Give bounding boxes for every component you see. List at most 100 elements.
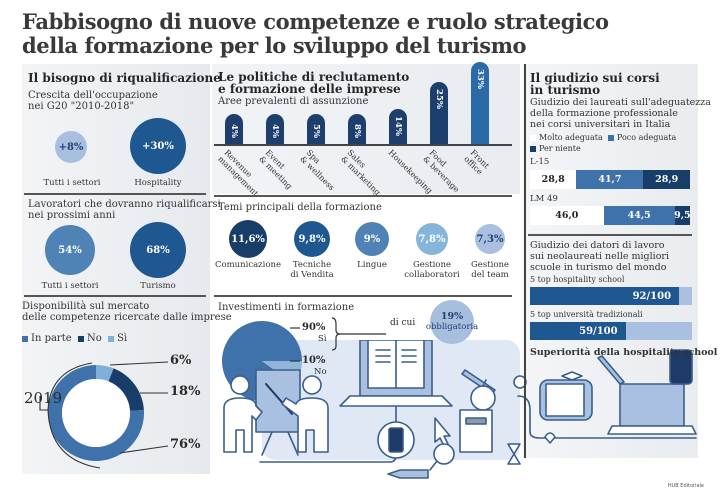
divider <box>214 295 512 297</box>
smartphone-chat-icon <box>377 421 415 459</box>
recruitment-heading-1: Le politiche di reclutamento <box>218 70 410 84</box>
investment-no-value: 10% <box>302 355 326 366</box>
availability-donut-chart <box>39 361 169 469</box>
graduates-subtitle-1: Giudizio dei laureati sull'adeguatezza <box>530 97 711 108</box>
availability-legend: In parte No Sì <box>22 333 127 345</box>
growth-subtitle-1: Crescita dell'occupazione <box>28 90 158 101</box>
employers-subtitle-1: Giudizio dei datori di lavoro <box>530 240 665 251</box>
growth-subtitle-2: nei G20 "2010-2018" <box>28 101 135 112</box>
hiring-bar-value: 4% <box>229 124 239 138</box>
score-label: 5 top hospitality school <box>530 275 625 284</box>
investment-subtitle: Investimenti in formazione <box>218 302 355 313</box>
hourglass-icon <box>507 443 521 465</box>
stack-label-l15: L-15 <box>530 157 550 167</box>
training-label: Lingue <box>357 260 387 270</box>
lightbulb-icon <box>513 375 527 389</box>
education-illustration <box>223 340 697 479</box>
title-line-1: Fabbisogno di nuove competenze e ruolo s… <box>22 9 609 34</box>
hiring-bar-label: Spa & wellness <box>298 148 337 193</box>
reskill-label-all: Tutti i settori <box>41 281 99 291</box>
middle-panel <box>212 64 520 194</box>
mandatory-label: obbligatoria <box>425 322 479 332</box>
legend-molto: Molto adeguata <box>539 133 603 142</box>
growth-bubble-hospitality: +30% <box>130 118 186 174</box>
heart-icon <box>544 432 556 444</box>
hiring-bar: 8% <box>348 114 366 144</box>
stack-segment-per-niente: 9,5 <box>674 206 691 225</box>
legend-si: Sì <box>117 333 128 344</box>
stack-label-lm49: LM 49 <box>530 194 558 204</box>
stack-segment-poco-adeguata: 41,7 <box>576 170 644 189</box>
reskill-value-all: 54% <box>58 244 82 256</box>
donut-label-in-parte: 76% <box>170 437 201 452</box>
training-label: Comunicazione <box>215 260 281 270</box>
recruitment-heading-2: e formazione delle imprese <box>218 82 401 96</box>
reskill-value-tourism: 68% <box>146 244 170 256</box>
legend-swatch-in-parte <box>22 335 28 342</box>
legend-swatch-no <box>78 335 85 342</box>
investment-yes-value: 90% <box>302 322 326 333</box>
growth-label-all: Tutti i settori <box>43 178 101 188</box>
divider <box>24 295 206 297</box>
title-line-2: della formazione per lo sviluppo del tur… <box>22 33 527 58</box>
training-label: Gestione del team <box>471 260 509 280</box>
stack-segment-molto-adeguata: 28,8 <box>530 170 577 189</box>
donut-leader-line <box>109 361 169 366</box>
growth-value-all: +8% <box>58 141 84 153</box>
magnifier-icon <box>429 443 455 471</box>
graduates-legend: Molto adeguata Poco adeguata <box>530 132 676 144</box>
growth-bubble-all: +8% <box>55 131 87 163</box>
divider <box>214 195 512 197</box>
mandatory-bubble: 19% obbligatoria <box>426 300 478 344</box>
donut-label-no: 18% <box>170 384 201 399</box>
hiring-bar: 4% <box>266 114 284 144</box>
training-bubble: 11,6% <box>229 220 267 258</box>
hiring-subtitle: Aree prevalenti di assunzione <box>218 96 369 107</box>
reskill-subtitle-2: nei prossimi anni <box>28 210 116 221</box>
investment-no-label: No <box>314 367 327 377</box>
legend-swatch-poco <box>607 135 614 141</box>
legend-swatch-per-niente <box>530 146 536 152</box>
hiring-bar: 4% <box>225 114 243 144</box>
hiring-bar-value: 14% <box>393 116 403 137</box>
availability-subtitle-1: Disponibilità sul mercato <box>22 301 150 312</box>
phone-icon <box>669 349 693 385</box>
donut-hole <box>62 379 130 447</box>
availability-subtitle-2: delle competenze ricercate dalle imprese <box>22 312 232 323</box>
reskill-bubble-all: 54% <box>45 225 95 275</box>
training-bubble: 7,8% <box>416 223 448 255</box>
stack-segment-per-niente: 28,9 <box>643 170 690 189</box>
growth-label-hospitality: Hospitality <box>134 178 182 188</box>
stack-segment-poco-adeguata: 44,5 <box>603 206 675 225</box>
donut-leader-line <box>47 362 93 411</box>
donut-slice-no <box>108 368 144 411</box>
reskill-label-tourism: Turismo <box>140 281 176 291</box>
donut-slice-sì <box>96 365 114 382</box>
tablet-icon <box>539 371 593 421</box>
employers-conclusion: Superiorità della hospitality school <box>530 347 718 358</box>
bar-axis <box>214 144 512 146</box>
donut-year: 2019 <box>24 389 63 407</box>
hiring-bar-chart: 4% 4% 5% 8% 14% 25% 33% <box>225 60 515 144</box>
person-right-icon <box>281 375 329 453</box>
stack-segment-molto-adeguata: 46,0 <box>530 206 604 225</box>
hiring-bar-labels: Revenue management Event & meeting Spa & well… <box>216 146 515 198</box>
score-track: 59/100 <box>530 322 692 340</box>
credit: HUB Editoriale <box>667 483 704 489</box>
employer-score-bars: 5 top hospitality school 92/100 5 top univ… <box>530 274 692 346</box>
hiring-bar-value: 8% <box>352 124 362 138</box>
employers-subtitle-3: scuole in turismo del mondo <box>530 262 667 273</box>
legend-swatch-molto <box>530 135 536 141</box>
score-fill: 92/100 <box>530 287 680 305</box>
book-icon <box>459 409 493 453</box>
score-track: 92/100 <box>530 287 692 305</box>
training-bubble: 9,8% <box>294 221 330 257</box>
donut-leader-line <box>119 445 169 454</box>
training-subtitle: Temi principali della formazione <box>218 202 382 213</box>
cursor-icon <box>434 417 451 447</box>
graduates-legend-2: Per niente <box>530 143 581 155</box>
divider <box>524 64 526 458</box>
graduates-subtitle-3: nei corsi universitari in Italia <box>530 119 671 130</box>
legend-in-parte: In parte <box>31 333 72 344</box>
growth-value-hospitality: +30% <box>142 140 174 152</box>
